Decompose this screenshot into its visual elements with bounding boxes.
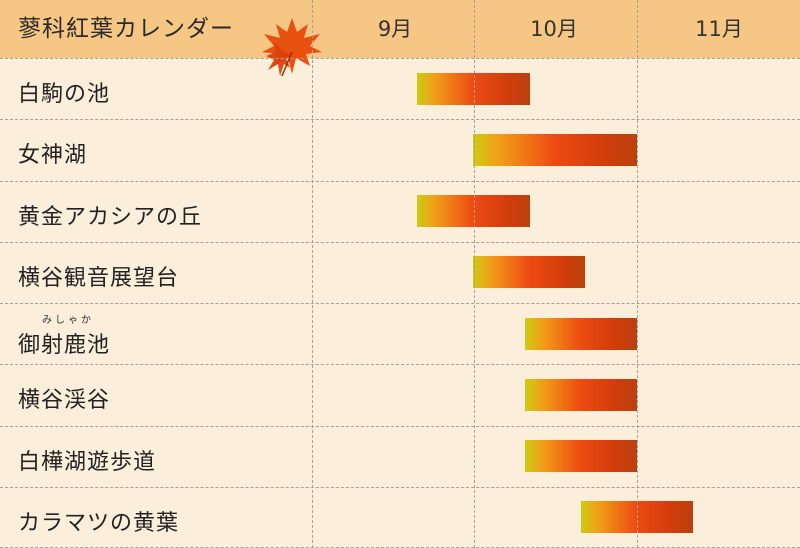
koyo-period-bar	[417, 72, 530, 105]
koyo-period-bar	[525, 378, 637, 411]
koyo-period-bar	[473, 133, 637, 166]
row-divider	[0, 241, 800, 243]
location-label: 女神湖	[18, 143, 88, 169]
calendar-header: 蓼科紅葉カレンダー 9月 10月 11月	[0, 0, 800, 58]
calendar-title: 蓼科紅葉カレンダー	[18, 16, 234, 42]
row-divider	[0, 119, 800, 121]
row-divider	[0, 180, 800, 182]
month-label-november: 11月	[695, 17, 743, 41]
location-ruby: みしゃか	[42, 315, 94, 326]
location-label: 御射鹿池	[18, 333, 111, 358]
row-divider	[0, 486, 800, 488]
month-label-september: 9月	[377, 17, 413, 41]
location-label: 横谷観音展望台	[18, 265, 180, 291]
row-divider	[0, 303, 800, 304]
koyo-period-bar	[417, 195, 530, 228]
koyo-period-bar	[525, 440, 637, 473]
grid-vline	[312, 0, 313, 548]
grid-vline	[637, 0, 638, 548]
row-divider	[0, 58, 800, 59]
grid-vline	[474, 0, 475, 548]
row-divider	[0, 364, 800, 366]
location-label: カラマツの黄葉	[18, 510, 180, 536]
location-label: 横谷渓谷	[18, 388, 111, 414]
location-label: 白樺湖遊歩道	[18, 449, 157, 475]
row-divider	[0, 425, 800, 427]
location-label: 白駒の池	[18, 82, 111, 107]
maple-leaf-icon	[262, 18, 322, 77]
location-label: 黄金アカシアの丘	[18, 204, 203, 230]
koyo-period-bar	[525, 317, 637, 350]
koyo-period-bar	[473, 256, 585, 289]
month-label-october: 10月	[530, 17, 578, 41]
